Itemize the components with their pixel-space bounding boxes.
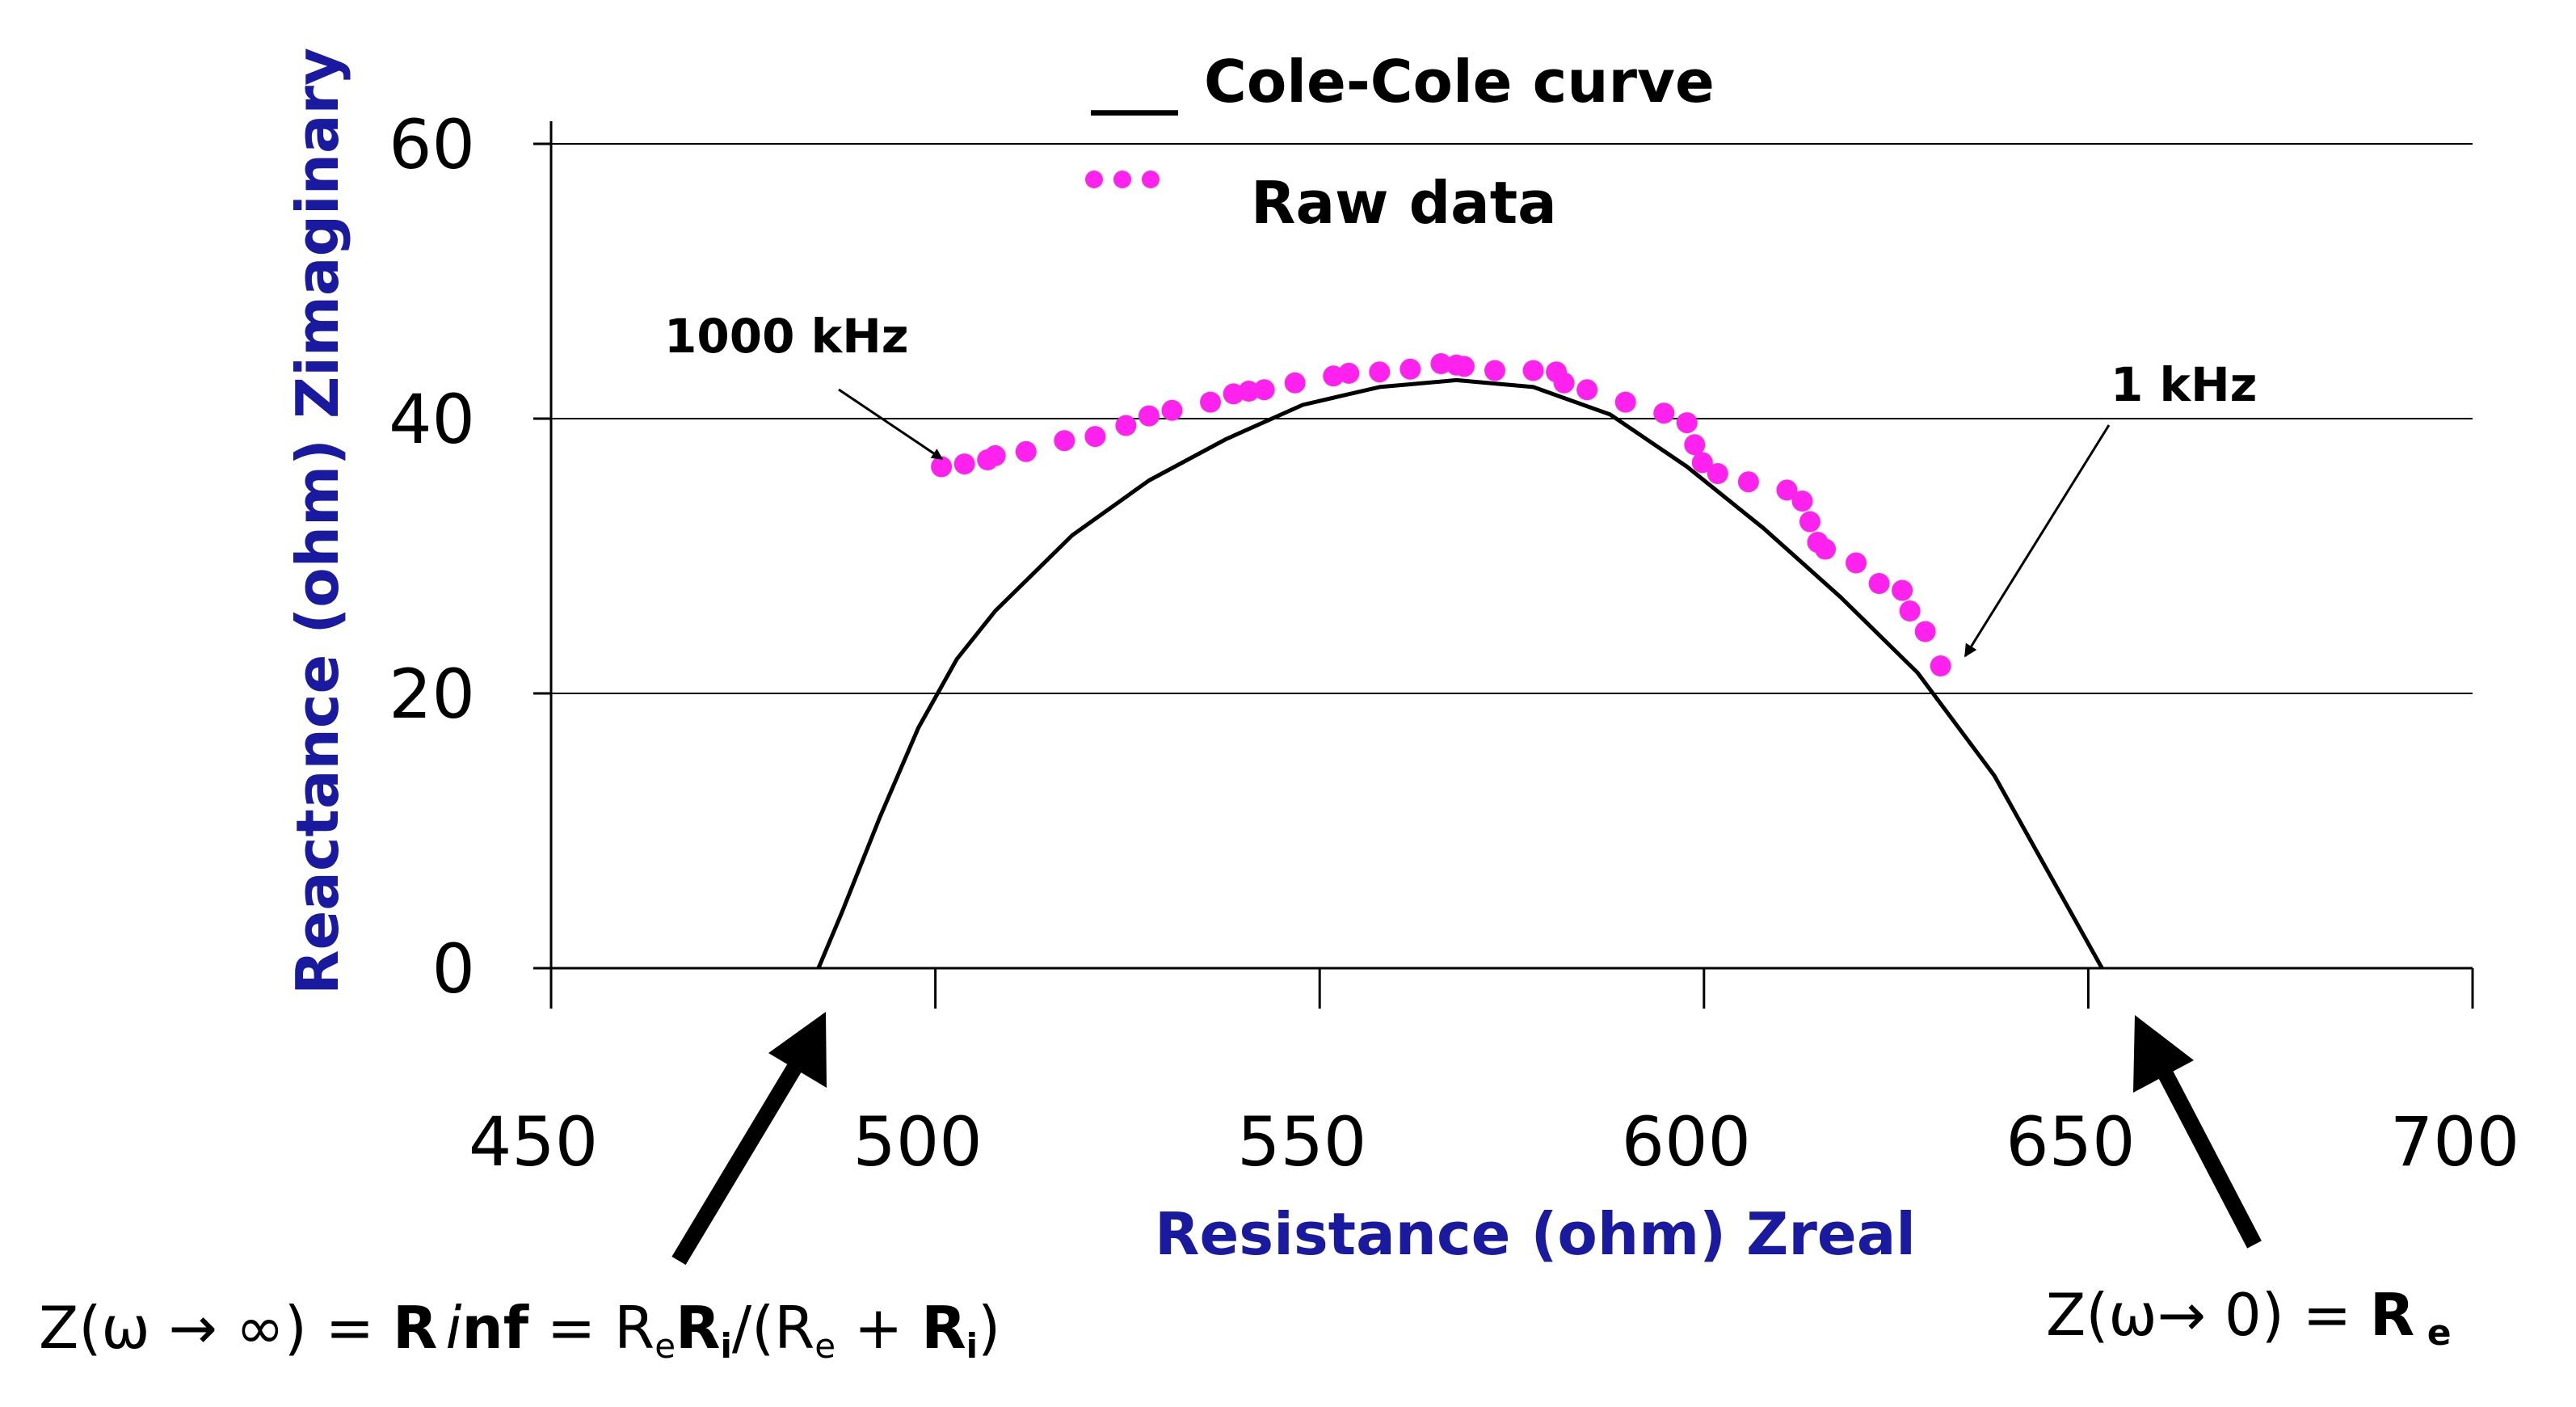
formula-left-i: i — [445, 1294, 461, 1362]
raw-data-point — [1200, 391, 1222, 413]
raw-data-point — [1653, 402, 1675, 424]
formula-left-eq: = R — [528, 1294, 655, 1362]
raw-data-point — [1868, 573, 1890, 594]
x-tick-label: 650 — [2006, 1102, 2135, 1182]
x-tick-label: 500 — [852, 1102, 982, 1182]
formula-right-sub: e — [2414, 1312, 2451, 1354]
annotation-1khz: 1 kHz — [2111, 357, 2257, 412]
legend-dot — [1142, 171, 1160, 188]
raw-data-point — [1054, 430, 1075, 452]
formula-left-plus: + — [836, 1294, 921, 1362]
x-ticks: 450 500 550 600 650 700 — [469, 968, 2519, 1182]
raw-data-point — [1776, 479, 1798, 501]
raw-data-point — [1914, 621, 1936, 642]
formula-right-r: R — [2370, 1281, 2414, 1349]
raw-data-point — [1815, 538, 1837, 560]
formula-left-ri2: R — [921, 1294, 966, 1362]
cole-cole-curve — [816, 377, 2104, 970]
legend-label-raw-data: Raw data — [1251, 169, 1557, 237]
raw-data-point — [1015, 440, 1037, 462]
raw-data-point — [1284, 372, 1306, 394]
formula-left-close: ) — [978, 1294, 1000, 1362]
raw-data-point — [1691, 452, 1713, 474]
raw-data-point — [1846, 552, 1867, 574]
raw-data-point — [1707, 463, 1728, 484]
x-tick-label: 450 — [469, 1102, 598, 1182]
raw-data-point — [1522, 360, 1544, 381]
raw-data-point — [1484, 360, 1505, 381]
raw-data-point — [1138, 405, 1160, 427]
formula-left-slash: /(R — [732, 1294, 814, 1362]
formula-left-sub-i2: i — [966, 1326, 978, 1366]
raw-data-point — [1338, 362, 1360, 384]
raw-data-point — [1799, 511, 1820, 533]
raw-data-point — [1576, 379, 1598, 401]
x-tick-label: 550 — [1237, 1102, 1366, 1182]
arrow-r-e — [2133, 1015, 2262, 1249]
raw-data-point — [1453, 356, 1475, 377]
raw-data-point — [1684, 434, 1706, 456]
y-tick-label: 0 — [432, 929, 475, 1009]
y-tick-label: 20 — [389, 655, 475, 734]
legend-line-marker: ___ — [1091, 48, 1178, 116]
raw-data-point — [1930, 655, 1951, 676]
legend-label-cole-cole: Cole-Cole curve — [1204, 48, 1715, 116]
y-tick-label: 40 — [389, 380, 475, 459]
raw-data-point — [1892, 579, 1913, 601]
x-tick-label: 700 — [2390, 1102, 2519, 1182]
raw-data-point — [1791, 491, 1813, 512]
formula-left-sub-i: i — [720, 1326, 731, 1366]
raw-data-point — [931, 456, 953, 478]
annotation-1000khz: 1000 kHz — [664, 309, 909, 364]
legend-dot — [1113, 171, 1131, 188]
y-axis-title: Reactance (ohm) Zimaginary — [284, 48, 351, 995]
raw-data-point — [1084, 426, 1106, 448]
raw-data-point — [1430, 353, 1452, 374]
formula-left-sub-e2: e — [814, 1326, 836, 1366]
formula-left-sub-e: e — [655, 1326, 676, 1366]
x-axis-title: Resistance (ohm) Zreal — [1155, 1200, 1916, 1268]
raw-data-point — [1161, 399, 1183, 421]
y-ticks: 0 20 40 60 — [389, 105, 551, 1009]
y-tick-label: 60 — [389, 105, 475, 184]
axes — [549, 121, 2473, 991]
legend-dot — [1085, 171, 1103, 188]
raw-data-point — [1238, 381, 1260, 402]
x-tick-label: 600 — [1622, 1102, 1751, 1182]
annotation-1000khz-arrow — [838, 388, 944, 461]
formula-left-nf: nf — [461, 1294, 528, 1362]
raw-data-point — [984, 444, 1006, 466]
raw-data-point — [1253, 379, 1275, 401]
raw-data-point — [1553, 372, 1575, 394]
formula-left-lhs: Z(ω → ∞) = — [39, 1294, 393, 1362]
formula-left-ri: R — [676, 1294, 720, 1362]
raw-data-point — [1899, 600, 1921, 621]
raw-data-point — [1737, 471, 1759, 493]
gridlines — [551, 143, 2473, 694]
formula-right-lhs: Z(ω→ 0) = — [2046, 1281, 2370, 1349]
raw-data-point — [1400, 358, 1421, 380]
formula-r-e: Z(ω→ 0) = R e — [2046, 1281, 2452, 1354]
raw-data-point — [1369, 361, 1391, 383]
raw-data-point — [1676, 412, 1698, 434]
raw-data-point — [1115, 415, 1137, 436]
annotation-1khz-arrow — [1964, 424, 2111, 658]
series-layer — [816, 353, 2104, 970]
legend: ___ Cole-Cole curve Raw data — [1085, 48, 1715, 237]
raw-data-point — [1614, 391, 1636, 413]
raw-data-point — [953, 453, 975, 475]
arrow-r-inf — [671, 1012, 827, 1266]
formula-left-r: R — [393, 1294, 437, 1362]
